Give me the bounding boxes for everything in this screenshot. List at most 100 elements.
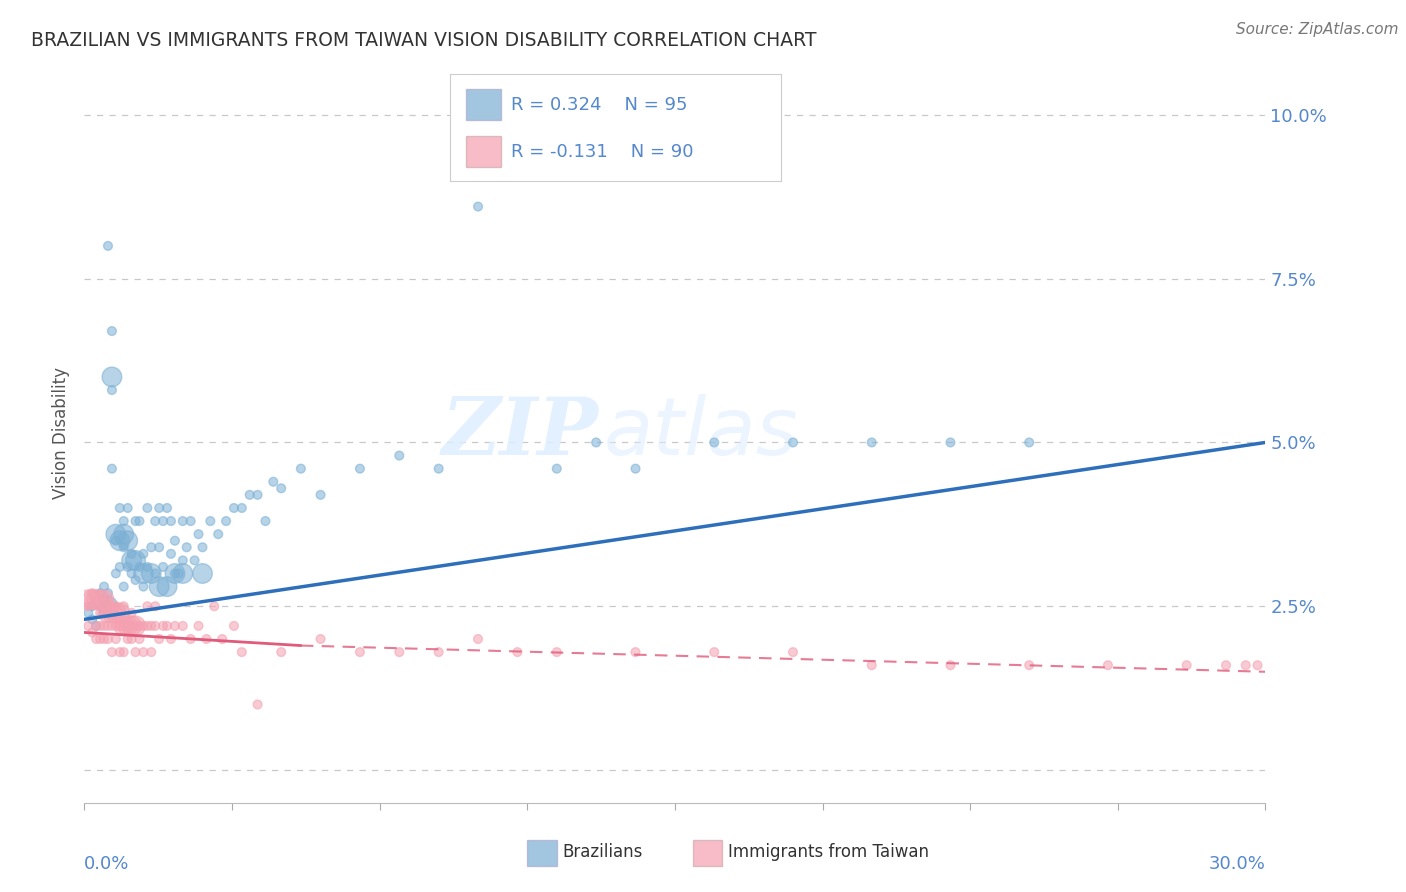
Point xyxy=(160,547,183,561)
Point xyxy=(207,527,229,541)
Point xyxy=(172,566,194,581)
Point xyxy=(84,592,107,607)
Point xyxy=(82,599,104,614)
Point xyxy=(121,547,143,561)
Point xyxy=(82,592,104,607)
Point xyxy=(128,560,150,574)
Point xyxy=(136,560,159,574)
Point xyxy=(143,514,166,528)
Point xyxy=(124,619,146,633)
Bar xyxy=(465,89,502,120)
Point xyxy=(860,435,883,450)
Point xyxy=(97,599,120,614)
Point xyxy=(104,533,127,548)
Point xyxy=(143,599,166,614)
Point xyxy=(141,566,163,581)
Point xyxy=(132,580,155,594)
Point xyxy=(160,514,183,528)
Point xyxy=(132,619,155,633)
Point xyxy=(163,619,186,633)
Point xyxy=(128,619,150,633)
Point xyxy=(506,167,529,181)
Point xyxy=(108,645,131,659)
Point xyxy=(124,619,146,633)
Point xyxy=(93,619,115,633)
Point xyxy=(101,619,124,633)
Point xyxy=(124,553,146,567)
Point xyxy=(89,586,111,600)
Point xyxy=(97,632,120,646)
Point xyxy=(121,632,143,646)
Point xyxy=(1215,658,1237,673)
Point xyxy=(112,527,135,541)
Point xyxy=(136,619,159,633)
Point xyxy=(176,541,198,555)
Point xyxy=(156,500,179,515)
Point xyxy=(97,619,120,633)
Point xyxy=(104,566,127,581)
Bar xyxy=(527,840,557,866)
Point xyxy=(84,592,107,607)
Point xyxy=(108,606,131,620)
Point xyxy=(172,514,194,528)
Point xyxy=(101,606,124,620)
Point xyxy=(183,553,205,567)
Point xyxy=(84,619,107,633)
Point xyxy=(97,606,120,620)
Point xyxy=(1234,658,1257,673)
Text: atlas: atlas xyxy=(605,393,799,472)
Point xyxy=(148,580,170,594)
Point xyxy=(246,488,269,502)
Point xyxy=(93,632,115,646)
Point xyxy=(200,514,222,528)
Point xyxy=(167,566,190,581)
Point xyxy=(427,645,450,659)
Point xyxy=(782,435,804,450)
Point xyxy=(546,461,568,475)
Point xyxy=(104,599,127,614)
Point xyxy=(427,461,450,475)
Point xyxy=(1097,658,1119,673)
Point xyxy=(231,645,253,659)
Point xyxy=(388,449,411,463)
Point xyxy=(89,599,111,614)
Point xyxy=(136,599,159,614)
Point xyxy=(82,625,104,640)
Point xyxy=(117,533,139,548)
Point xyxy=(270,481,292,495)
Point xyxy=(160,632,183,646)
Point xyxy=(187,527,209,541)
Point xyxy=(108,560,131,574)
Point xyxy=(152,514,174,528)
Point xyxy=(309,488,332,502)
Point xyxy=(121,553,143,567)
Point xyxy=(108,533,131,548)
Point xyxy=(89,592,111,607)
Point xyxy=(246,698,269,712)
Point xyxy=(467,200,489,214)
Point xyxy=(97,239,120,253)
Point xyxy=(1246,658,1268,673)
Point xyxy=(187,619,209,633)
Point xyxy=(132,645,155,659)
Point xyxy=(270,645,292,659)
Point xyxy=(112,599,135,614)
Point xyxy=(152,619,174,633)
Point xyxy=(141,619,163,633)
Point xyxy=(89,606,111,620)
Point xyxy=(1175,658,1198,673)
Point xyxy=(143,619,166,633)
Point xyxy=(211,632,233,646)
Point xyxy=(93,592,115,607)
Point xyxy=(172,619,194,633)
Text: R = 0.324    N = 95: R = 0.324 N = 95 xyxy=(510,95,688,113)
Point xyxy=(121,566,143,581)
Point xyxy=(112,645,135,659)
Point xyxy=(112,541,135,555)
Point xyxy=(101,461,124,475)
Point xyxy=(101,645,124,659)
Point xyxy=(121,606,143,620)
Text: Immigrants from Taiwan: Immigrants from Taiwan xyxy=(728,844,929,862)
Point xyxy=(349,645,371,659)
Point xyxy=(156,580,179,594)
